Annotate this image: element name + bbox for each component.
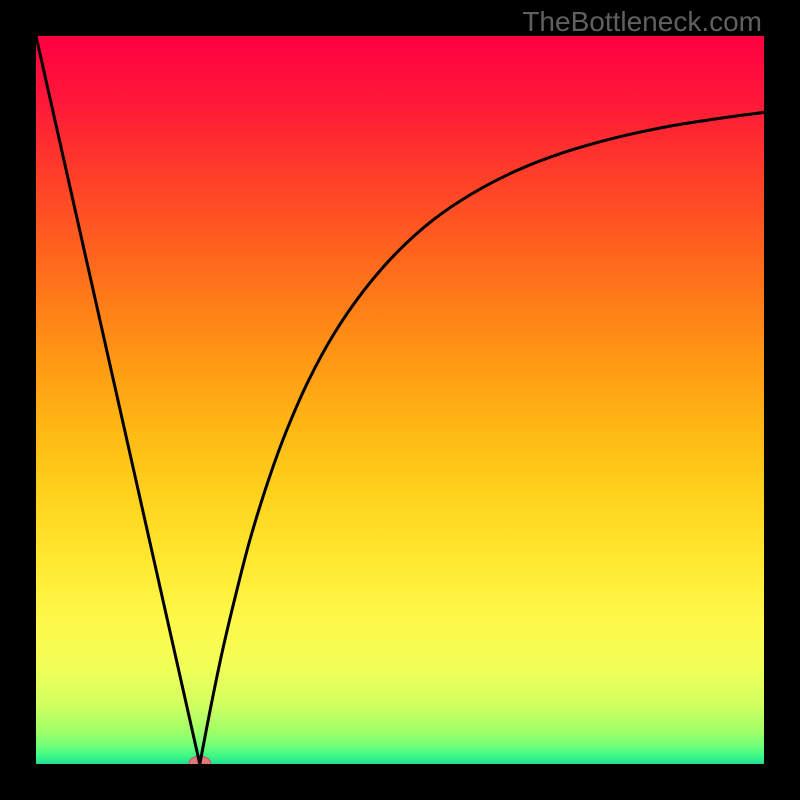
curve-right-branch: [200, 112, 764, 764]
bottleneck-curve-svg: [36, 36, 764, 764]
curve-left-branch: [36, 36, 200, 764]
plot-area: [36, 36, 764, 764]
watermark-text: TheBottleneck.com: [522, 6, 762, 38]
